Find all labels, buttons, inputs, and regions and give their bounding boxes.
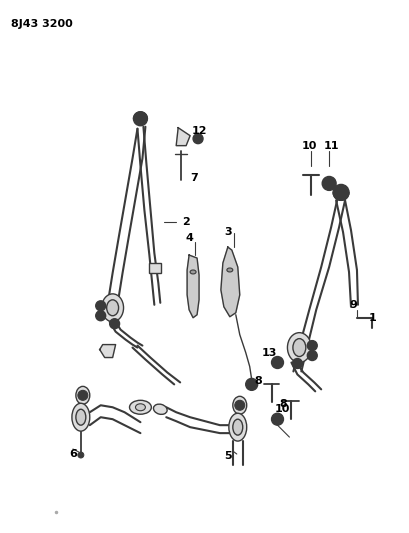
Text: 8: 8 [254,376,262,386]
Ellipse shape [78,390,88,400]
Ellipse shape [287,333,310,362]
Polygon shape [220,247,239,317]
Text: 1: 1 [368,313,376,323]
Text: 8J43 3200: 8J43 3200 [11,19,73,29]
Ellipse shape [96,311,106,321]
Text: 13: 13 [261,348,276,358]
Ellipse shape [333,184,348,200]
Text: 4: 4 [185,233,193,243]
Polygon shape [187,255,198,318]
Ellipse shape [96,301,106,311]
Ellipse shape [72,403,90,431]
Ellipse shape [76,409,85,425]
Text: 2: 2 [182,217,189,227]
Ellipse shape [271,357,283,368]
Ellipse shape [153,404,167,414]
Ellipse shape [307,341,317,351]
Ellipse shape [321,176,335,190]
Text: 11: 11 [324,141,339,151]
Ellipse shape [76,386,90,404]
Text: 3: 3 [223,227,231,237]
Text: 6: 6 [69,449,76,459]
Text: 12: 12 [192,126,207,136]
Ellipse shape [234,400,244,410]
Ellipse shape [129,400,151,414]
Ellipse shape [106,300,118,316]
Polygon shape [176,128,190,146]
Polygon shape [99,345,115,358]
Text: 10: 10 [274,404,289,414]
Text: 5: 5 [223,451,231,461]
Ellipse shape [232,419,242,435]
Ellipse shape [232,397,246,414]
Ellipse shape [271,413,283,425]
Ellipse shape [101,294,123,322]
Text: 7: 7 [190,173,198,183]
Ellipse shape [135,404,145,411]
Ellipse shape [193,134,202,144]
Ellipse shape [245,378,257,390]
Ellipse shape [226,268,232,272]
Ellipse shape [190,270,196,274]
Ellipse shape [292,359,301,368]
Ellipse shape [307,351,317,360]
Text: 10: 10 [301,141,316,151]
Ellipse shape [228,413,246,441]
Ellipse shape [326,181,331,187]
Ellipse shape [109,319,119,329]
Ellipse shape [275,417,279,421]
Text: 8: 8 [279,399,287,409]
Text: 9: 9 [348,300,356,310]
Ellipse shape [78,452,83,458]
Bar [149,263,161,273]
Ellipse shape [292,338,305,357]
Ellipse shape [133,112,147,126]
Ellipse shape [275,360,279,365]
